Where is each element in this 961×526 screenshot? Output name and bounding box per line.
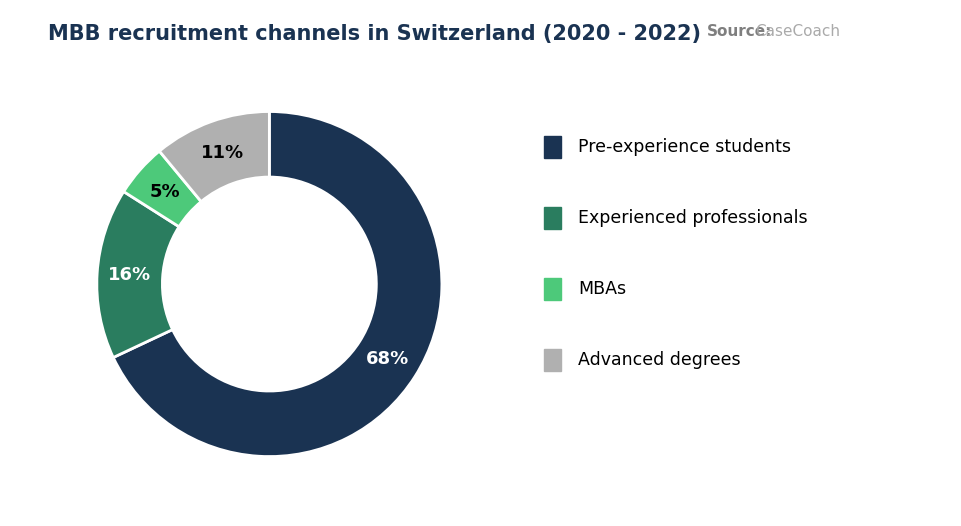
Text: 11%: 11%	[200, 144, 243, 161]
Text: Experienced professionals: Experienced professionals	[578, 209, 807, 227]
Text: 68%: 68%	[365, 350, 408, 368]
Text: MBB recruitment channels in Switzerland (2020 - 2022): MBB recruitment channels in Switzerland …	[48, 24, 701, 44]
Text: 5%: 5%	[149, 183, 180, 200]
Text: Advanced degrees: Advanced degrees	[578, 351, 740, 369]
Wedge shape	[97, 191, 179, 358]
Wedge shape	[124, 151, 201, 227]
Text: 16%: 16%	[109, 266, 151, 284]
Text: Source:: Source:	[706, 24, 772, 39]
Wedge shape	[160, 112, 269, 201]
Text: Pre-experience students: Pre-experience students	[578, 138, 790, 156]
Text: CaseCoach: CaseCoach	[754, 24, 839, 39]
Wedge shape	[113, 112, 441, 457]
Text: MBAs: MBAs	[578, 280, 626, 298]
